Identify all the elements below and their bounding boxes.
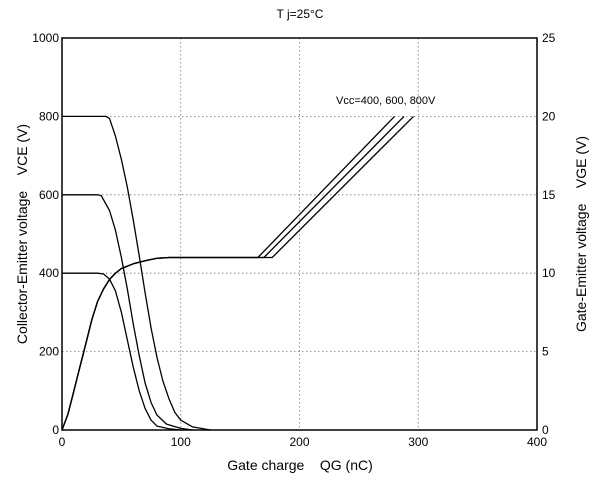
vge-curve	[61, 115, 405, 431]
left-tick-label: 200	[39, 345, 59, 359]
right-tick-label: 0	[542, 423, 549, 437]
right-tick-label: 5	[542, 345, 549, 359]
right-tick-label: 25	[542, 31, 556, 45]
left-tick-label: 800	[39, 109, 59, 123]
vge-curve	[61, 115, 395, 431]
chart-title: T j=25°C	[277, 7, 324, 21]
grid-layer	[62, 38, 537, 430]
left-tick-label: 1000	[32, 31, 59, 45]
right-tick-label: 15	[542, 188, 556, 202]
x-tick-label: 0	[59, 435, 66, 449]
vce-curve	[62, 115, 211, 431]
x-tick-label: 200	[289, 435, 309, 449]
vge-curve	[61, 115, 414, 431]
left-tick-labels: 0 200 400 600 800 1000	[32, 31, 59, 437]
x-tick-labels: 0 100 200 300 400	[59, 435, 548, 449]
x-tick-label: 300	[408, 435, 428, 449]
vcc-annotation: Vcc=400, 600, 800V	[336, 95, 436, 107]
left-axis-label: Collector-Emitter voltage VCE (V)	[14, 124, 30, 344]
x-tick-label: 100	[171, 435, 191, 449]
plot-frame	[61, 37, 538, 431]
right-axis-label: Gate-Emitter voltage VGE (V)	[573, 136, 589, 332]
left-tick-label: 0	[52, 423, 59, 437]
left-tick-label: 600	[39, 188, 59, 202]
vce-curve	[62, 272, 181, 431]
right-tick-labels: 0 5 10 15 20 25	[542, 31, 556, 437]
series-layer	[61, 115, 414, 431]
right-tick-label: 10	[542, 266, 556, 280]
right-tick-label: 20	[542, 109, 556, 123]
left-tick-label: 400	[39, 266, 59, 280]
vce-curve	[62, 194, 193, 431]
x-axis-label: Gate charge QG (nC)	[227, 457, 373, 473]
x-tick-label: 400	[527, 435, 547, 449]
